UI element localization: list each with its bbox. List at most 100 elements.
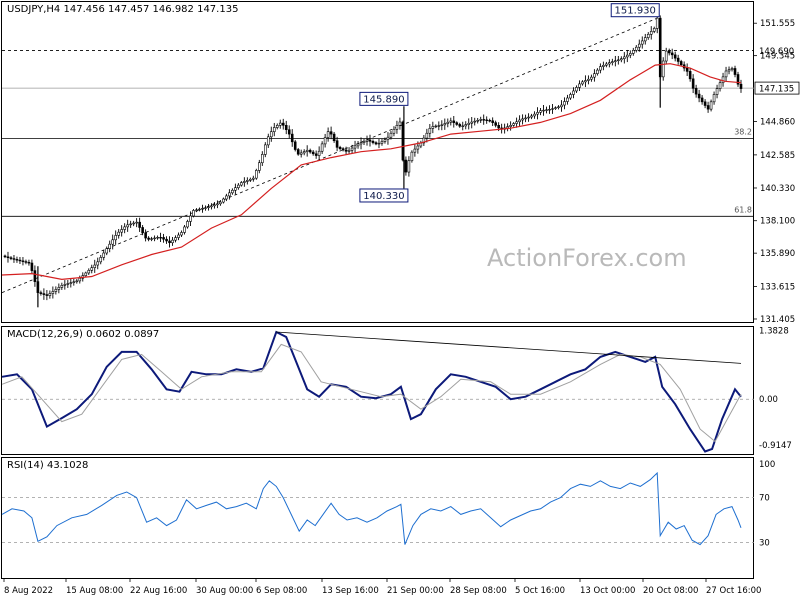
candle-body: [608, 62, 611, 65]
candle-body: [575, 87, 578, 92]
candle-body: [326, 131, 330, 138]
candle-body: [54, 289, 58, 292]
candle-body: [260, 154, 264, 164]
watermark: ActionForex.com: [487, 244, 687, 272]
candle-body: [536, 112, 539, 115]
candle-body: [329, 131, 333, 135]
candle-body: [455, 122, 459, 125]
candle-body: [679, 61, 683, 66]
candle-body: [640, 40, 644, 45]
candle-body: [195, 209, 198, 211]
candle-body: [581, 81, 584, 85]
candle-body: [263, 144, 267, 155]
candle-body: [27, 262, 31, 264]
candle-body: [634, 46, 638, 51]
candle-body: [234, 187, 237, 191]
candle-body: [216, 203, 219, 206]
candle-body: [739, 83, 743, 89]
candle-body: [210, 205, 213, 208]
candle-body: [464, 124, 468, 127]
candle-body: [126, 224, 129, 228]
candle-body: [649, 31, 653, 35]
candle-body: [374, 142, 378, 145]
rsi-tick-label-70: 70: [759, 494, 770, 504]
candle-body: [611, 61, 614, 63]
candle-body: [404, 159, 408, 173]
candle-body: [467, 122, 471, 125]
candle-body: [557, 106, 560, 108]
candle-body: [637, 43, 641, 48]
candle-body: [365, 139, 369, 142]
candle-body: [105, 248, 109, 254]
candle-body: [120, 229, 123, 233]
time-tick-label: 21 Sep 00:00: [387, 586, 444, 596]
candle-body: [78, 277, 82, 282]
candle-body: [51, 291, 55, 294]
candle-body: [183, 226, 186, 233]
macd-trendline: [276, 331, 742, 364]
candle-body: [392, 128, 396, 134]
candle-body: [661, 60, 665, 78]
candle-body: [652, 28, 656, 32]
candle-body: [398, 121, 402, 126]
candle-body: [377, 142, 381, 145]
rsi-line: [1, 471, 742, 546]
candle-body: [497, 125, 500, 129]
candle-body: [676, 57, 680, 62]
candle-body: [90, 267, 94, 271]
candle-body: [491, 120, 494, 123]
time-tick-label: 30 Aug 00:00: [196, 586, 253, 596]
candle-body: [335, 140, 339, 148]
time-tick-label: 13 Sep 16:00: [322, 586, 379, 596]
candle-body: [530, 115, 533, 118]
candle-body: [240, 182, 243, 186]
candle-body: [673, 54, 677, 59]
candle-body: [317, 150, 321, 156]
candle-body: [443, 123, 447, 126]
candle-body: [494, 122, 497, 126]
candle-body: [383, 139, 387, 142]
candle-body: [12, 258, 16, 260]
candle-body: [599, 66, 602, 71]
candle-body: [697, 93, 701, 99]
candle-body: [509, 125, 512, 127]
candle-body: [703, 101, 707, 106]
candle-body: [425, 132, 429, 139]
candle-body: [410, 151, 414, 162]
candle-body: [614, 60, 617, 62]
rsi-panel-header: RSI(14) 43.1028: [7, 460, 89, 471]
candle-body: [281, 122, 285, 126]
time-tick-label: 20 Oct 08:00: [643, 586, 698, 596]
candle-body: [524, 117, 527, 120]
annotation-label-140.330: 140.330: [363, 191, 404, 202]
macd-panel-frame: [1, 326, 754, 455]
candle-body: [3, 255, 7, 258]
candle-body: [192, 210, 195, 217]
candle-body: [293, 141, 297, 150]
time-tick-label: 13 Oct 00:00: [580, 586, 635, 596]
candle-body: [470, 121, 474, 124]
candle-body: [593, 73, 596, 78]
candle-body: [736, 74, 740, 85]
candle-body: [359, 142, 363, 145]
price-panel-header: USDJPY,H4 147.456 147.457 146.982 147.13…: [7, 4, 238, 15]
candle-body: [168, 240, 171, 244]
candle-body: [542, 109, 545, 112]
macd-main-line: [1, 330, 742, 453]
candle-body: [554, 107, 557, 109]
candle-body: [290, 133, 294, 143]
time-axis: 8 Aug 2022 15 Aug 08:00 22 Aug 16:00 30 Aug…: [3, 578, 761, 596]
candle-body: [123, 226, 126, 230]
candle-body: [165, 238, 168, 242]
candle-body: [356, 143, 360, 147]
candle-body: [590, 76, 593, 80]
symbol-label: USDJPY,H4: [7, 4, 61, 15]
current-price-box: [754, 81, 800, 95]
candle-body: [664, 50, 668, 62]
candle-body: [700, 97, 704, 103]
candle-body: [473, 120, 477, 123]
candle-body: [314, 153, 318, 156]
candle-body: [602, 64, 605, 67]
macd-panel-header: MACD(12,26,9) 0.0602 0.0897: [7, 329, 160, 340]
